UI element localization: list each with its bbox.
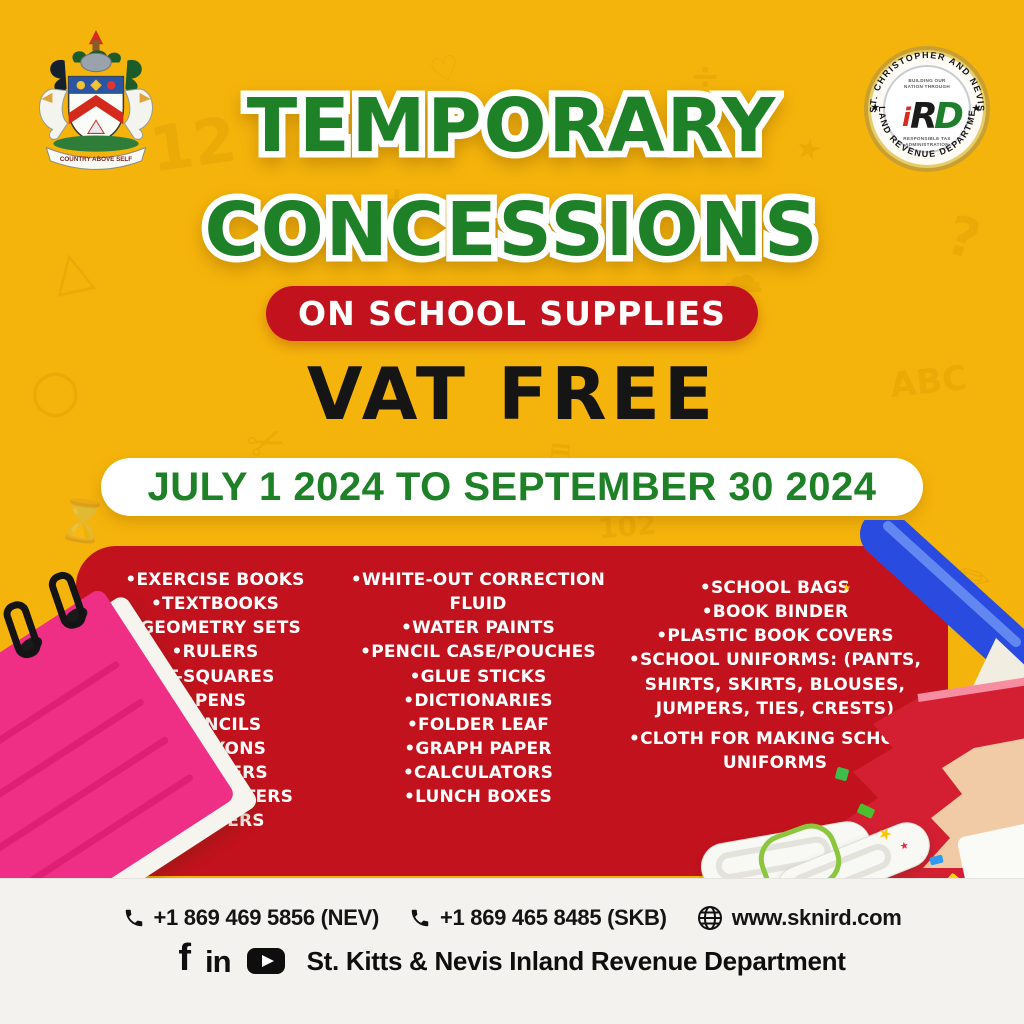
phone-icon xyxy=(411,909,429,927)
title-line2-outline: CONCESSIONS xyxy=(198,181,824,280)
background-doodle-icon: + xyxy=(380,178,414,224)
badge-tagline: ADMINISTRATION xyxy=(905,142,949,147)
ird-logo-badge: ST. CHRISTOPHER AND NEVIS INLAND REVENUE… xyxy=(862,44,990,172)
phone-number-nevis: +1 869 469 5856 (NEV) xyxy=(153,905,380,930)
facebook-icon[interactable]: f xyxy=(178,937,192,979)
website-url[interactable]: www.sknird.com xyxy=(731,905,902,930)
phone-icon xyxy=(125,909,142,927)
phone-number-skb: +1 869 465 8485 (SKB) xyxy=(439,905,667,930)
list-item: •DICTIONARIES xyxy=(403,690,553,711)
background-doodle-icon: ○ xyxy=(30,356,81,424)
badge-star-left-icon: ★ xyxy=(868,101,883,115)
social-row: f in St. Kitts & Nevis Inland Revenue De… xyxy=(0,939,1024,979)
phone-contact-skb: +1 869 465 8485 (SKB) xyxy=(409,905,667,931)
website-contact[interactable]: www.sknird.com xyxy=(697,905,902,931)
list-item: •WATER PAINTS xyxy=(401,618,555,639)
department-name: St. Kitts & Nevis Inland Revenue Departm… xyxy=(306,945,846,976)
list-item: •LUNCH BOXES xyxy=(404,787,552,808)
list-item: •T-SQUARES xyxy=(155,666,275,687)
linkedin-icon[interactable]: in xyxy=(205,943,232,979)
supplies-column-2: •WHITE-OUT CORRECTION FLUID •WATER PAINTS… xyxy=(345,568,611,876)
supplies-column-3: •SCHOOL BAGS •BOOK BINDER •PLASTIC BOOK CO… xyxy=(622,568,928,876)
title-line2: CONCESSIONS xyxy=(204,187,820,273)
badge-monogram-r: R xyxy=(910,96,938,137)
badge-tagline: RESPONSIBLE TAX xyxy=(903,136,951,141)
contact-row: +1 869 469 5856 (NEV) +1 869 465 8485 (S… xyxy=(0,905,1024,931)
footer: +1 869 469 5856 (NEV) +1 869 465 8485 (S… xyxy=(0,878,1024,1024)
list-item: •TEXTBOOKS xyxy=(150,594,280,615)
list-item: •PENCIL CASE/POUCHES xyxy=(360,642,596,663)
title-line1: TEMPORARY xyxy=(246,83,778,169)
list-item: •WHITE-OUT CORRECTION FLUID xyxy=(350,570,606,615)
coat-of-arms-motto: COUNTRY ABOVE SELF xyxy=(60,156,132,163)
list-item: •GLUE STICKS xyxy=(409,666,547,687)
vat-free-text: VAT FREE xyxy=(306,352,718,436)
badge-tagline: BUILDING OUR xyxy=(908,78,946,83)
badge-tagline: NATION THROUGH xyxy=(904,84,950,89)
main-title: TEMPORARY TEMPORARY CONCESSIONS CONCESSI… xyxy=(0,74,1024,282)
date-range-banner: JULY 1 2024 TO SEPTEMBER 30 2024 xyxy=(101,458,923,516)
list-item: •FOLDER LEAF xyxy=(406,714,550,735)
badge-monogram-d: D xyxy=(934,96,964,137)
list-item: •SCHOOL BAGS xyxy=(699,578,851,598)
list-item: •CALCULATORS xyxy=(402,763,554,783)
background-doodle-icon: ÷ xyxy=(690,56,721,97)
globe-icon xyxy=(697,906,722,930)
coat-of-arms: COUNTRY ABOVE SELF xyxy=(39,30,153,170)
list-item: •RULERS xyxy=(171,642,259,663)
phone-contact-nevis: +1 869 469 5856 (NEV) xyxy=(123,905,379,931)
list-item: •GEOMETRY SETS xyxy=(129,618,301,639)
list-item: •CLOTH FOR MAKING SCHOOL UNIFORMS xyxy=(629,728,921,773)
list-item: •GRAPH PAPER xyxy=(404,738,552,759)
list-item: •EXERCISE BOOKS xyxy=(125,570,305,590)
badge-monogram-i: i xyxy=(902,103,912,133)
list-item: •SCHOOL UNIFORMS: (PANTS, SHIRTS, SKIRTS… xyxy=(628,650,922,719)
list-item: •BOOK BINDER xyxy=(701,602,849,623)
list-item: •PLASTIC BOOK COVERS xyxy=(656,626,894,647)
youtube-icon[interactable] xyxy=(245,946,287,976)
badge-star-right-icon: ★ xyxy=(968,102,983,116)
title-line1-outline: TEMPORARY xyxy=(240,77,782,176)
subtitle-pill: ON SCHOOL SUPPLIES xyxy=(266,286,758,341)
list-item: •PENS xyxy=(183,690,247,711)
